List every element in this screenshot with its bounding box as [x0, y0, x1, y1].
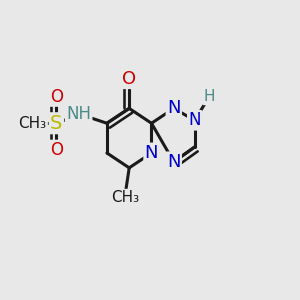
Text: O: O	[50, 141, 63, 159]
Text: S: S	[50, 114, 63, 133]
Text: CH₃: CH₃	[111, 190, 139, 205]
Text: N: N	[167, 99, 181, 117]
Text: CH₃: CH₃	[19, 116, 47, 131]
Text: N: N	[167, 153, 181, 171]
Text: O: O	[122, 70, 136, 88]
Text: NH: NH	[66, 105, 91, 123]
Text: H: H	[204, 89, 215, 104]
Text: N: N	[145, 144, 158, 162]
Text: N: N	[188, 111, 201, 129]
Text: O: O	[50, 88, 63, 106]
